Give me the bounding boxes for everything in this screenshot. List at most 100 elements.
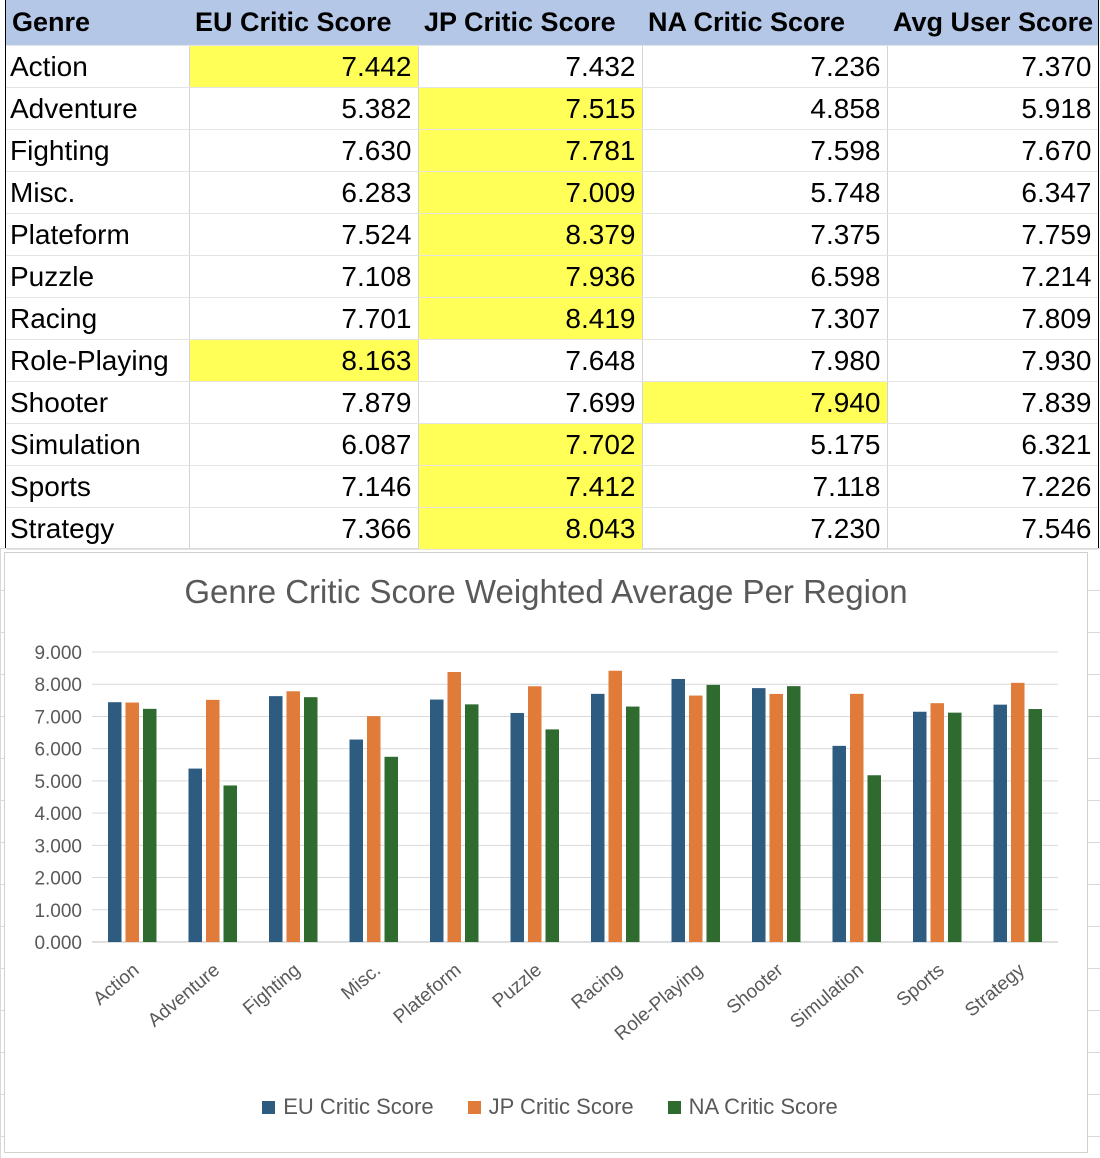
- cell-jp[interactable]: 7.702: [418, 423, 643, 466]
- cell-na[interactable]: 7.980: [642, 339, 888, 382]
- bar[interactable]: [286, 691, 301, 942]
- cell-na[interactable]: 5.748: [642, 171, 888, 214]
- legend-item[interactable]: NA Critic Score: [667, 1094, 838, 1120]
- bar[interactable]: [706, 684, 721, 942]
- bar[interactable]: [510, 712, 525, 942]
- bar[interactable]: [930, 703, 945, 942]
- cell-user[interactable]: 7.370: [887, 45, 1099, 88]
- cell-na[interactable]: 7.230: [642, 507, 888, 550]
- bar[interactable]: [752, 688, 766, 942]
- cell-genre[interactable]: Shooter: [6, 381, 190, 424]
- bar[interactable]: [993, 704, 1008, 942]
- bar[interactable]: [850, 693, 864, 942]
- header-avg-user-score[interactable]: Avg User Score: [887, 0, 1098, 46]
- cell-eu[interactable]: 7.442: [189, 45, 419, 88]
- cell-eu[interactable]: 7.630: [189, 129, 419, 172]
- cell-na[interactable]: 6.598: [642, 255, 888, 298]
- bar[interactable]: [689, 695, 703, 942]
- cell-eu[interactable]: 7.701: [189, 297, 419, 340]
- bar[interactable]: [528, 686, 542, 942]
- cell-user[interactable]: 7.839: [887, 381, 1099, 424]
- cell-jp[interactable]: 7.936: [418, 255, 643, 298]
- cell-user[interactable]: 6.347: [887, 171, 1099, 214]
- cell-na[interactable]: 7.598: [642, 129, 888, 172]
- cell-user[interactable]: 7.214: [887, 255, 1099, 298]
- cell-genre[interactable]: Simulation: [6, 423, 190, 466]
- cell-genre[interactable]: Sports: [6, 465, 190, 508]
- bar[interactable]: [671, 678, 686, 942]
- bar[interactable]: [349, 739, 364, 942]
- cell-eu[interactable]: 8.163: [189, 339, 419, 382]
- header-genre[interactable]: Genre: [6, 0, 189, 46]
- legend-item[interactable]: JP Critic Score: [467, 1094, 634, 1120]
- cell-jp[interactable]: 7.009: [418, 171, 643, 214]
- header-eu-critic-score[interactable]: EU Critic Score: [189, 0, 418, 46]
- bar[interactable]: [367, 716, 381, 942]
- cell-genre[interactable]: Fighting: [6, 129, 190, 172]
- bar[interactable]: [948, 712, 962, 942]
- bar[interactable]: [384, 756, 399, 942]
- bar[interactable]: [626, 706, 640, 942]
- cell-na[interactable]: 4.858: [642, 87, 888, 130]
- cell-na[interactable]: 7.236: [642, 45, 888, 88]
- cell-jp[interactable]: 7.412: [418, 465, 643, 508]
- cell-jp[interactable]: 7.781: [418, 129, 643, 172]
- bar[interactable]: [447, 672, 462, 942]
- cell-user[interactable]: 7.670: [887, 129, 1099, 172]
- bar[interactable]: [867, 775, 882, 942]
- cell-genre[interactable]: Misc.: [6, 171, 190, 214]
- cell-genre[interactable]: Puzzle: [6, 255, 190, 298]
- cell-user[interactable]: 7.930: [887, 339, 1099, 382]
- bar[interactable]: [108, 702, 122, 942]
- cell-na[interactable]: 7.118: [642, 465, 888, 508]
- bar[interactable]: [269, 696, 283, 942]
- bar[interactable]: [143, 708, 157, 942]
- cell-na[interactable]: 7.375: [642, 213, 888, 256]
- legend-item[interactable]: EU Critic Score: [262, 1094, 434, 1120]
- cell-jp[interactable]: 8.419: [418, 297, 643, 340]
- cell-genre[interactable]: Strategy: [6, 507, 190, 550]
- bar[interactable]: [465, 704, 479, 942]
- bar[interactable]: [545, 729, 560, 942]
- cell-genre[interactable]: Plateform: [6, 213, 190, 256]
- cell-jp[interactable]: 7.648: [418, 339, 643, 382]
- cell-jp[interactable]: 7.699: [418, 381, 643, 424]
- cell-jp[interactable]: 8.379: [418, 213, 643, 256]
- cell-eu[interactable]: 6.087: [189, 423, 419, 466]
- cell-user[interactable]: 5.918: [887, 87, 1099, 130]
- cell-eu[interactable]: 6.283: [189, 171, 419, 214]
- bar[interactable]: [1011, 682, 1025, 942]
- bar[interactable]: [608, 670, 623, 942]
- header-jp-critic-score[interactable]: JP Critic Score: [418, 0, 642, 46]
- bar[interactable]: [591, 693, 605, 942]
- cell-eu[interactable]: 7.108: [189, 255, 419, 298]
- cell-genre[interactable]: Racing: [6, 297, 190, 340]
- bar[interactable]: [125, 702, 140, 942]
- bar[interactable]: [769, 693, 784, 942]
- cell-eu[interactable]: 7.366: [189, 507, 419, 550]
- cell-genre[interactable]: Action: [6, 45, 190, 88]
- bar[interactable]: [430, 699, 444, 942]
- bar[interactable]: [787, 686, 801, 942]
- cell-user[interactable]: 6.321: [887, 423, 1099, 466]
- cell-genre[interactable]: Role-Playing: [6, 339, 190, 382]
- cell-eu[interactable]: 5.382: [189, 87, 419, 130]
- bar[interactable]: [188, 768, 203, 942]
- cell-jp[interactable]: 7.515: [418, 87, 643, 130]
- bar[interactable]: [304, 697, 318, 942]
- cell-user[interactable]: 7.546: [887, 507, 1099, 550]
- bar[interactable]: [832, 745, 847, 942]
- cell-na[interactable]: 5.175: [642, 423, 888, 466]
- cell-user[interactable]: 7.759: [887, 213, 1099, 256]
- bar[interactable]: [913, 711, 927, 942]
- cell-jp[interactable]: 7.432: [418, 45, 643, 88]
- cell-user[interactable]: 7.226: [887, 465, 1099, 508]
- bar[interactable]: [1028, 709, 1043, 942]
- header-na-critic-score[interactable]: NA Critic Score: [642, 0, 887, 46]
- cell-na[interactable]: 7.940: [642, 381, 888, 424]
- bar[interactable]: [206, 699, 220, 942]
- cell-user[interactable]: 7.809: [887, 297, 1099, 340]
- cell-eu[interactable]: 7.879: [189, 381, 419, 424]
- cell-na[interactable]: 7.307: [642, 297, 888, 340]
- cell-eu[interactable]: 7.524: [189, 213, 419, 256]
